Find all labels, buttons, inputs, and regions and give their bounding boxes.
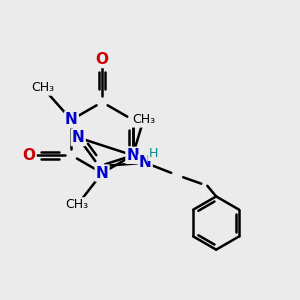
Text: N: N: [72, 130, 85, 145]
Text: CH₃: CH₃: [132, 113, 155, 126]
Text: H: H: [148, 147, 158, 161]
Text: O: O: [22, 148, 35, 163]
Text: CH₃: CH₃: [32, 81, 55, 94]
Text: N: N: [65, 112, 78, 127]
Text: CH₃: CH₃: [66, 199, 89, 212]
Text: O: O: [96, 52, 109, 67]
Text: N: N: [96, 166, 109, 181]
Text: N: N: [139, 155, 152, 170]
Text: N: N: [127, 148, 139, 163]
